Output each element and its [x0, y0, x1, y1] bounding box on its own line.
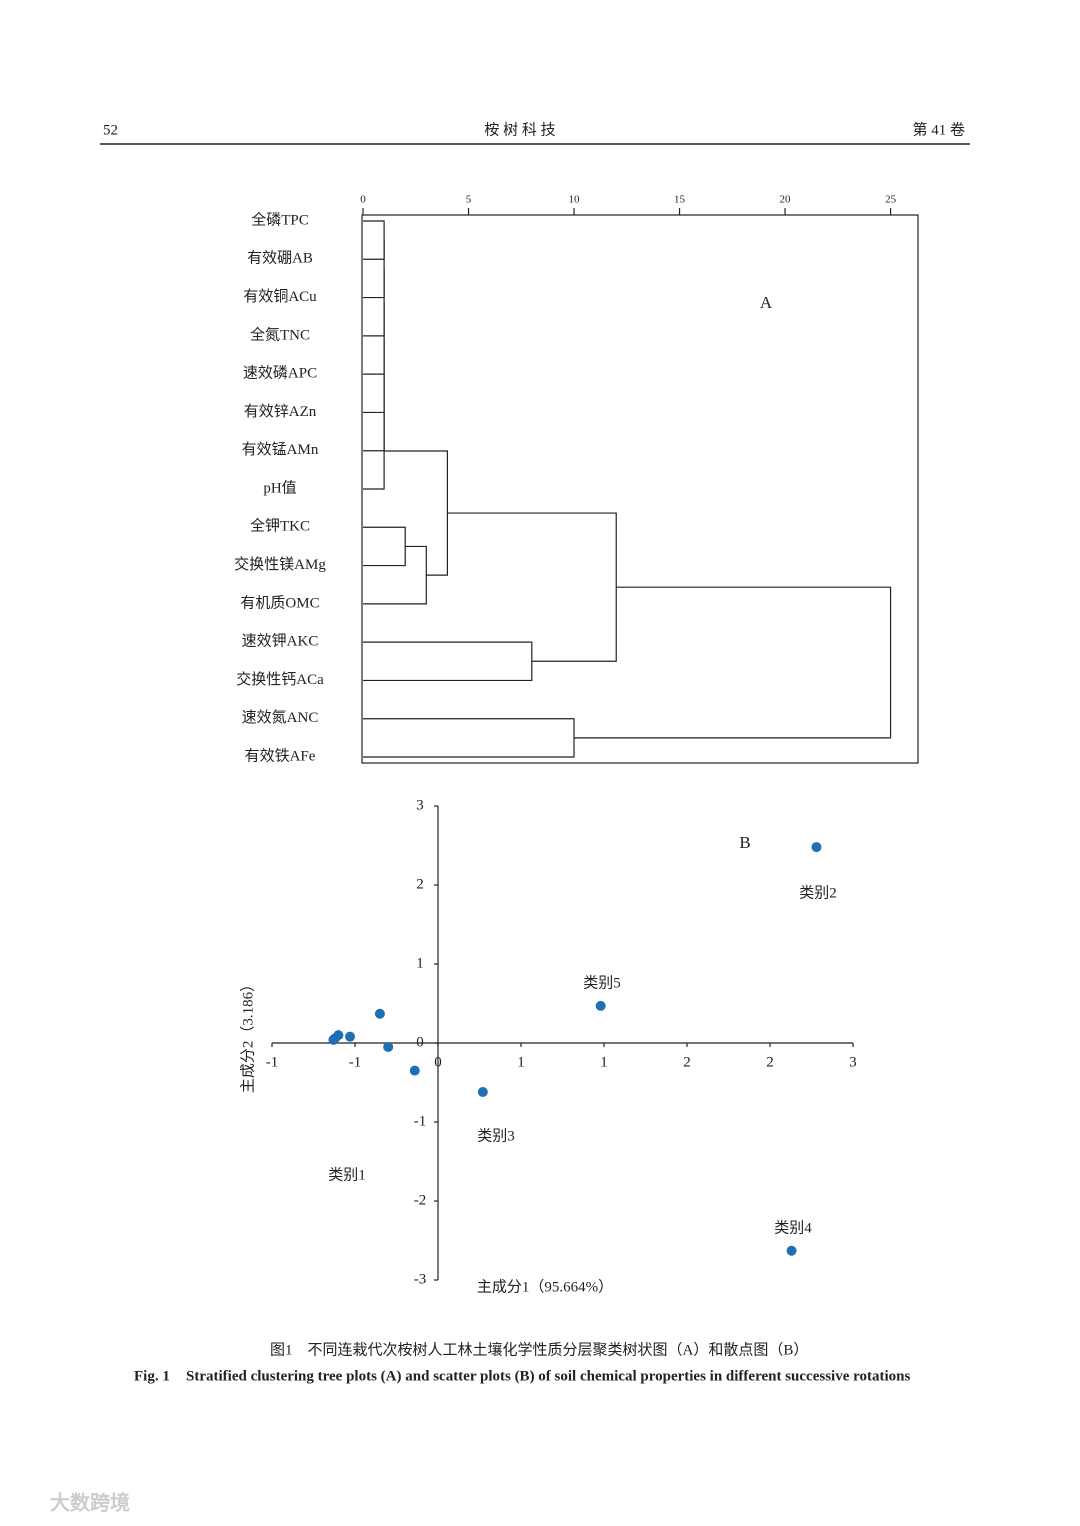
caption-en: Stratified clustering tree plots (A) and… — [186, 1368, 911, 1384]
leaf-label: 速效氮ANC — [242, 709, 319, 726]
leaf-label: 速效钾AKC — [242, 633, 319, 650]
point — [330, 1033, 341, 1044]
dendrogram-link — [384, 450, 449, 576]
dendrogram-link — [363, 268, 385, 337]
dendrogram-link — [363, 718, 575, 758]
leaf-label: 有效硼AB — [247, 250, 313, 267]
point — [786, 1245, 797, 1256]
page-number: 52 — [103, 122, 118, 138]
y-tick-label: -1 — [414, 1113, 427, 1129]
dendrogram-link — [363, 302, 385, 375]
x-tick-label: 3 — [849, 1054, 857, 1070]
x-tick-label: 5 — [466, 194, 472, 206]
cluster-annotation: 类别4 — [774, 1219, 812, 1236]
dendrogram-link — [363, 338, 385, 414]
x-tick-label: 15 — [674, 194, 686, 206]
leaf-label: 交换性镁AMg — [234, 555, 326, 573]
leaf-label: 有效锌AZn — [244, 403, 317, 420]
y-tick-label: 1 — [416, 955, 424, 971]
leaf-label: pH值 — [263, 479, 296, 496]
caption-zh: 图1 不同连栽代次桉树人工林土壤化学性质分层聚类树状图（A）和散点图（B） — [270, 1340, 808, 1358]
x-tick-label: 10 — [569, 194, 581, 206]
point — [374, 1008, 385, 1019]
point — [409, 1065, 420, 1076]
leaf-label: 全磷TPC — [251, 210, 309, 228]
x-tick-label: 1 — [600, 1054, 608, 1070]
cluster-annotation: 类别5 — [583, 974, 621, 991]
dendrogram-link — [363, 220, 385, 260]
dendrogram-link — [363, 545, 427, 605]
x-tick-label: 2 — [683, 1054, 691, 1070]
y-tick-label: -2 — [414, 1192, 427, 1208]
x-tick-label: 1 — [517, 1054, 525, 1070]
x-tick-label: 0 — [434, 1054, 442, 1070]
point — [811, 842, 822, 853]
point — [383, 1041, 394, 1052]
x-tick-label: -1 — [266, 1054, 279, 1070]
x-axis-label: 主成分1（95.664%） — [477, 1278, 613, 1295]
dendrogram-link — [363, 641, 533, 682]
watermark: 大数跨境 — [50, 1491, 130, 1515]
dendrogram-frame — [361, 214, 919, 764]
y-tick-label: -3 — [414, 1271, 427, 1287]
y-tick-label: 0 — [416, 1034, 424, 1050]
x-tick-label: 2 — [766, 1054, 774, 1070]
cluster-annotation: 类别2 — [799, 884, 837, 901]
dendrogram-link — [363, 413, 385, 490]
x-tick-label: 0 — [360, 194, 366, 206]
x-tick-label: -1 — [349, 1054, 362, 1070]
leaf-label: 有效锰AMn — [242, 441, 319, 458]
leaf-label: 全氮TNC — [250, 325, 310, 343]
y-tick-label: 2 — [416, 876, 424, 892]
volume: 第 41 卷 — [912, 120, 965, 138]
leaf-label: 全钾TKC — [250, 517, 310, 535]
journal-title: 桉 树 科 技 — [484, 121, 555, 138]
point — [477, 1086, 488, 1097]
dendrogram-link — [574, 586, 892, 739]
leaf-label: 速效磷APC — [243, 365, 317, 382]
leaf-label: 交换性钙ACa — [236, 670, 324, 688]
dendrogram-link — [363, 526, 406, 567]
panel-label: B — [739, 833, 750, 852]
caption-label: Fig. 1 — [134, 1368, 170, 1384]
x-tick-label: 20 — [780, 194, 792, 206]
y-axis-label: 主成分2（3.186） — [239, 977, 256, 1093]
point — [345, 1031, 356, 1042]
panel-label: A — [760, 293, 773, 312]
y-tick-label: 3 — [416, 797, 424, 813]
cluster-annotation: 类别1 — [328, 1166, 366, 1183]
leaf-label: 有效铁AFe — [245, 747, 316, 764]
cluster-annotation: 类别3 — [477, 1127, 515, 1144]
dendrogram-link — [447, 512, 617, 662]
point — [595, 1000, 606, 1011]
leaf-label: 有机质OMC — [240, 594, 319, 611]
x-tick-label: 25 — [885, 194, 897, 206]
dendrogram-link — [363, 240, 385, 299]
leaf-label: 有效铜ACu — [243, 288, 317, 305]
